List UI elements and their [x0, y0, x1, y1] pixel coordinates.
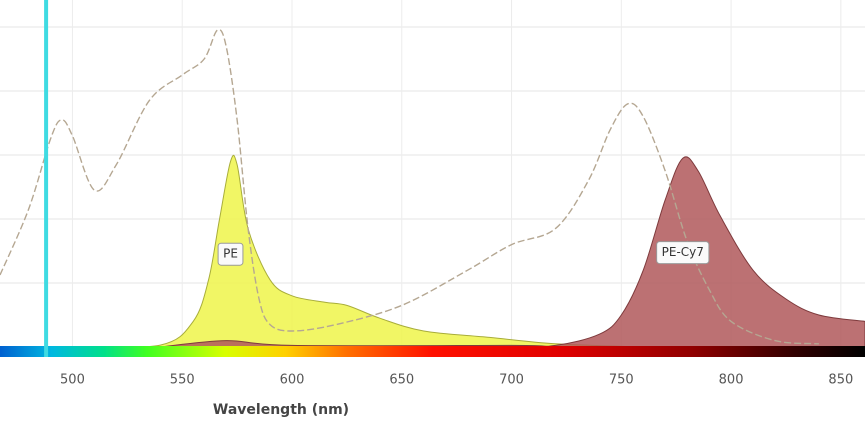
x-tick-label: 750: [609, 373, 634, 388]
spectrum-bar: [0, 346, 865, 357]
x-tick-label: 550: [170, 373, 195, 388]
x-tick-label: 650: [389, 373, 414, 388]
series-label: PE-Cy7: [656, 241, 710, 265]
x-tick-label: 500: [60, 373, 85, 388]
x-tick-label: 700: [499, 373, 524, 388]
series-label-text: PE: [223, 247, 238, 261]
emission-area: [72, 154, 644, 349]
series-label-text: PE-Cy7: [662, 245, 704, 259]
emission-area: [160, 156, 865, 348]
x-axis-title: Wavelength (nm): [213, 402, 349, 418]
series-label: PE: [217, 242, 244, 266]
excitation-line: [0, 28, 819, 345]
x-tick-label: 800: [719, 373, 744, 388]
series-label-box: [217, 242, 244, 266]
x-tick-label: 600: [280, 373, 305, 388]
x-tick-label: 850: [828, 373, 853, 388]
series-label-box: [656, 241, 710, 265]
